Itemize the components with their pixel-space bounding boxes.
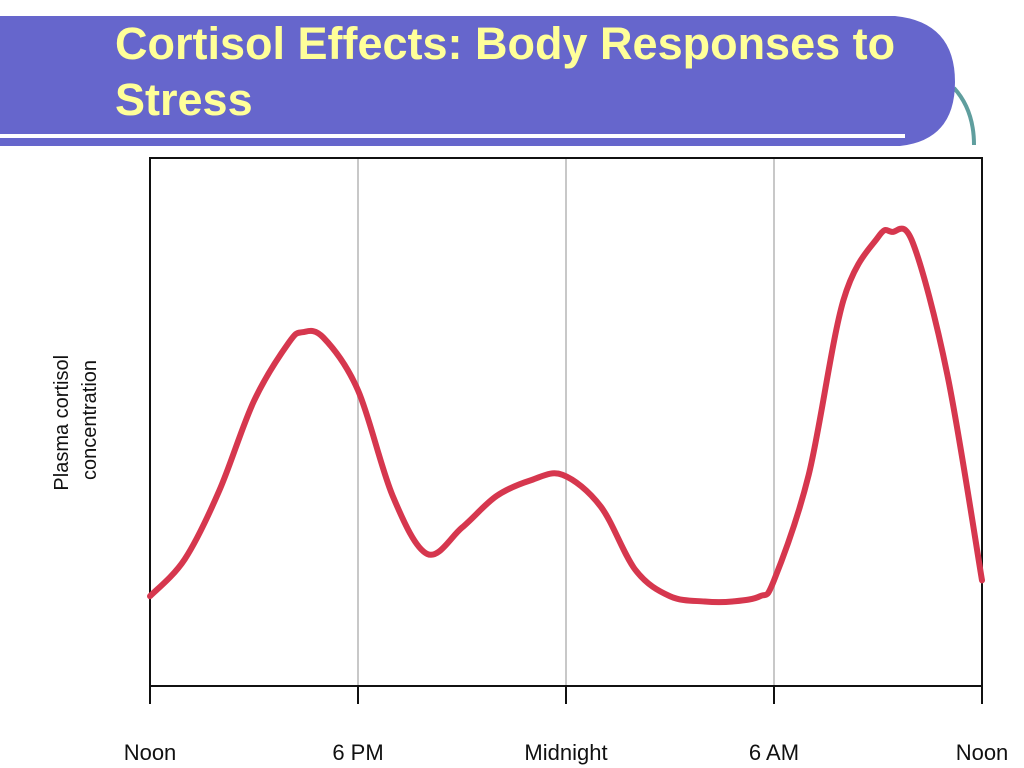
x-tick-label-0: Noon (124, 740, 177, 765)
y-axis-label: Plasma cortisol concentration (51, 349, 101, 490)
title-banner (0, 16, 955, 146)
cortisol-series-line (147, 225, 985, 606)
x-tick-label-3: 6 AM (749, 740, 799, 765)
y-axis-label-line-1: Plasma cortisol (51, 355, 73, 491)
slide-title: Cortisol Effects: Body Responses to Stre… (115, 18, 896, 125)
y-axis-label-line-2: concentration (79, 360, 101, 480)
gridlines (357, 158, 775, 686)
x-tick-labels: Noon 6 PM Midnight 6 AM Noon (124, 740, 1009, 765)
x-ticks (149, 686, 983, 704)
x-tick-label-2: Midnight (524, 740, 607, 765)
x-tick-label-4: Noon (956, 740, 1009, 765)
x-tick-label-1: 6 PM (332, 740, 383, 765)
accent-arc (952, 86, 976, 146)
